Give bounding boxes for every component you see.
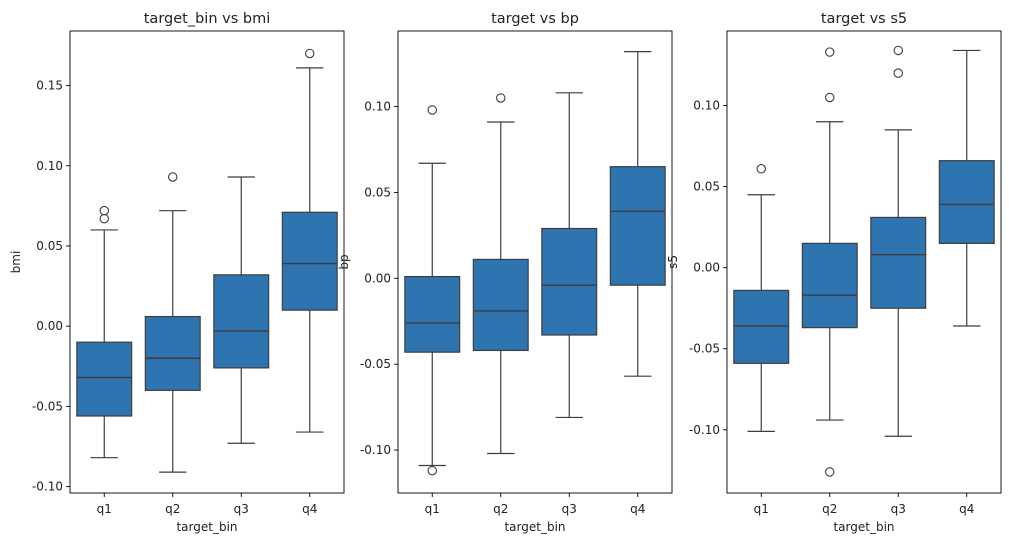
y-tick-label: 0.05 — [36, 239, 63, 253]
x-tick-label: q1 — [97, 502, 112, 516]
y-axis-label: bmi — [9, 251, 23, 274]
box-q1 — [404, 105, 461, 476]
y-tick-label: -0.10 — [360, 443, 391, 457]
outlier-point — [824, 47, 835, 57]
y-tick-label: 0.00 — [364, 271, 391, 285]
iqr-box — [801, 242, 858, 329]
box-q2 — [472, 93, 529, 455]
x-tick-label: q2 — [493, 502, 508, 516]
box-q3 — [213, 176, 270, 444]
chart-title: target vs bp — [491, 11, 579, 27]
chart-title: target vs s5 — [821, 11, 907, 27]
plot-frame — [397, 30, 673, 494]
box-q4 — [281, 48, 338, 433]
y-tick-label: 0.15 — [36, 79, 63, 93]
x-tick-label: q3 — [891, 502, 906, 516]
iqr-box — [609, 166, 666, 286]
iqr-box — [938, 160, 995, 244]
y-tick-label: 0.00 — [693, 261, 720, 275]
outlier-point — [304, 48, 315, 59]
outlier-point — [495, 93, 506, 103]
x-tick-label: q3 — [234, 502, 249, 516]
x-axis-label: target_bin — [176, 520, 237, 534]
y-tick-label: 0.05 — [693, 180, 720, 194]
chart-panel-1: target_bin vs bmi target_bin bmi -0.10 -0.05… — [9, 11, 345, 534]
plot-frame — [726, 30, 1002, 494]
outlier-point — [824, 467, 835, 477]
y-axis-label: bp — [337, 254, 351, 269]
chart-title: target_bin vs bmi — [144, 11, 270, 27]
y-tick-label: 0.10 — [364, 100, 391, 114]
outlier-point — [427, 105, 437, 115]
y-tick-label: -0.05 — [689, 342, 720, 356]
iqr-box — [733, 289, 790, 364]
x-tick-label: q4 — [959, 502, 974, 516]
iqr-box — [281, 211, 338, 311]
iqr-box — [404, 275, 461, 353]
box-q4 — [938, 49, 995, 327]
x-tick-label: q1 — [425, 502, 440, 516]
box-q4 — [609, 51, 666, 377]
outlier-point — [427, 465, 437, 476]
box-q1 — [733, 164, 790, 432]
outlier-point — [893, 68, 903, 78]
outlier-point — [893, 45, 903, 56]
chart-panel-3: target vs s5 target_bin s5 -0.10 -0.05 0.00 0.… — [666, 11, 1002, 534]
iqr-box — [213, 274, 270, 369]
outlier-point — [168, 172, 178, 182]
x-axis-label: target_bin — [833, 520, 894, 534]
x-tick-label: q4 — [302, 502, 317, 516]
box-q3 — [870, 45, 927, 437]
box-q3 — [541, 92, 598, 419]
box-q2 — [144, 172, 201, 473]
x-tick-label: q2 — [165, 502, 180, 516]
outlier-point — [99, 205, 110, 216]
outlier-point — [99, 213, 110, 224]
x-tick-label: q4 — [630, 502, 645, 516]
x-axis-label: target_bin — [504, 520, 565, 534]
y-axis-label: s5 — [666, 255, 680, 269]
y-tick-label: -0.10 — [689, 423, 720, 437]
outlier-point — [824, 92, 835, 103]
y-tick-label: -0.05 — [32, 399, 63, 413]
x-tick-label: q1 — [754, 502, 769, 516]
y-tick-label: 0.05 — [364, 185, 391, 199]
iqr-box — [541, 227, 598, 336]
iqr-box — [870, 216, 927, 309]
iqr-box — [76, 341, 133, 417]
y-tick-label: -0.05 — [360, 357, 391, 371]
x-tick-label: q2 — [822, 502, 837, 516]
plot-frame — [69, 30, 345, 494]
y-tick-label: 0.10 — [693, 99, 720, 113]
iqr-box — [472, 258, 529, 352]
y-tick-label: -0.10 — [32, 480, 63, 494]
x-tick-label: q3 — [562, 502, 577, 516]
chart-panel-2: target vs bp target_bin bp -0.10 -0.05 0.00 0.… — [337, 11, 673, 534]
y-tick-label: 0.00 — [36, 319, 63, 333]
iqr-box — [144, 315, 201, 391]
box-q1 — [76, 205, 133, 459]
box-q2 — [801, 47, 858, 477]
outlier-point — [756, 164, 766, 174]
y-tick-label: 0.10 — [36, 159, 63, 173]
